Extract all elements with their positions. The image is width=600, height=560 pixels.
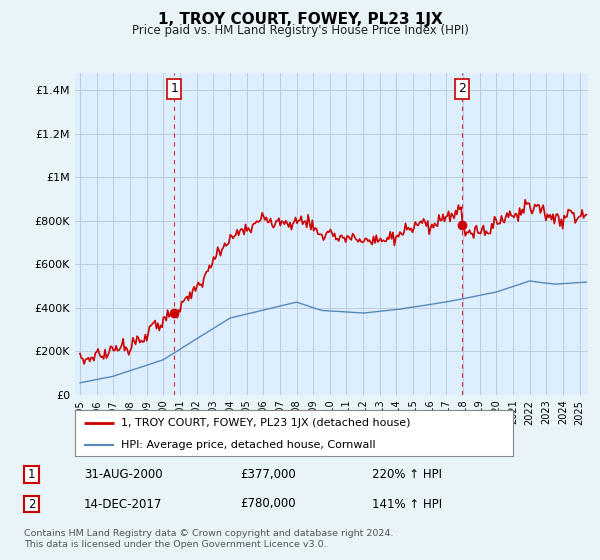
Text: 141% ↑ HPI: 141% ↑ HPI [372, 497, 442, 511]
Text: 1: 1 [170, 82, 178, 95]
Text: 14-DEC-2017: 14-DEC-2017 [84, 497, 163, 511]
Text: 1: 1 [28, 468, 35, 482]
Text: Price paid vs. HM Land Registry's House Price Index (HPI): Price paid vs. HM Land Registry's House … [131, 24, 469, 37]
Text: 2: 2 [28, 497, 35, 511]
Text: 2: 2 [458, 82, 466, 95]
Text: 1, TROY COURT, FOWEY, PL23 1JX (detached house): 1, TROY COURT, FOWEY, PL23 1JX (detached… [121, 418, 410, 428]
Text: 1, TROY COURT, FOWEY, PL23 1JX: 1, TROY COURT, FOWEY, PL23 1JX [158, 12, 442, 27]
Text: Contains HM Land Registry data © Crown copyright and database right 2024.
This d: Contains HM Land Registry data © Crown c… [24, 529, 394, 549]
Text: HPI: Average price, detached house, Cornwall: HPI: Average price, detached house, Corn… [121, 440, 376, 450]
Text: 31-AUG-2000: 31-AUG-2000 [84, 468, 163, 482]
Text: £780,000: £780,000 [240, 497, 296, 511]
Text: 220% ↑ HPI: 220% ↑ HPI [372, 468, 442, 482]
Text: £377,000: £377,000 [240, 468, 296, 482]
